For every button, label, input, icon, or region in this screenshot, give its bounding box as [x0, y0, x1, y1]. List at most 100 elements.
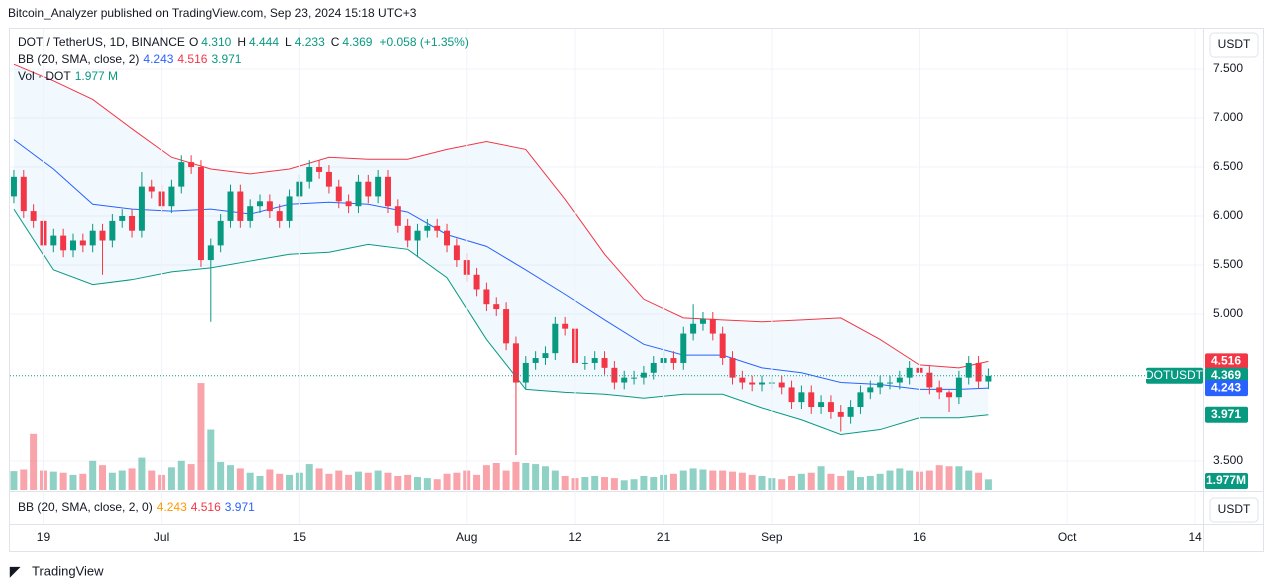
- symbol: DOT / TetherUS, 1D, BINANCE: [18, 35, 185, 49]
- bb-val: 4.516: [190, 500, 221, 514]
- ohlc-key: L: [285, 35, 292, 49]
- band-line: [13, 208, 989, 435]
- volume-bar: [473, 474, 481, 490]
- scale-button-label: USDT: [1218, 502, 1251, 516]
- symbol-tag: DOTUSDT: [1145, 368, 1204, 382]
- candle-body: [197, 167, 204, 261]
- bb-name: BB (20, SMA, close, 2): [18, 52, 140, 66]
- volume-bar: [118, 470, 126, 490]
- candle-body: [719, 333, 726, 359]
- volume-tag: 1.977M: [1206, 473, 1246, 487]
- volume-bar: [896, 468, 904, 490]
- x-tick-label: Oct: [1058, 530, 1077, 544]
- volume-bar: [167, 467, 175, 490]
- candle-body: [69, 240, 76, 251]
- logo: TradingView: [32, 563, 104, 578]
- candle-body: [699, 318, 706, 324]
- legend-row: Vol · DOT 1.977 M: [18, 69, 118, 83]
- candle-body: [759, 382, 766, 385]
- candle-body: [955, 377, 962, 398]
- volume-bar: [217, 461, 225, 490]
- candle-body: [847, 407, 854, 417]
- volume-bar: [837, 475, 845, 490]
- candle-body: [89, 230, 96, 246]
- candle-body: [808, 392, 815, 408]
- candle-body: [877, 382, 884, 388]
- volume-bar: [10, 471, 18, 490]
- candle-body: [375, 176, 382, 197]
- volume-bar: [433, 479, 441, 490]
- candle-body: [788, 387, 795, 403]
- x-tick-label: 12: [568, 530, 582, 544]
- volume-bar: [758, 475, 766, 490]
- volume-bar: [975, 472, 983, 490]
- volume-bar: [187, 464, 195, 490]
- volume-bar: [522, 463, 530, 490]
- lower-tag: 3.971: [1211, 407, 1241, 421]
- candle-body: [217, 220, 224, 246]
- volume-bar: [453, 472, 461, 490]
- candle-body: [20, 176, 27, 212]
- volume-bar: [482, 465, 490, 490]
- band-fill: [13, 64, 989, 435]
- volume-bar: [423, 478, 431, 490]
- volume-bar: [138, 457, 146, 490]
- candle-body: [434, 225, 441, 231]
- volume-bar: [856, 477, 864, 490]
- candle-body: [119, 216, 126, 221]
- volume-bar: [325, 473, 333, 490]
- candle-body: [109, 220, 116, 241]
- candle-body: [237, 191, 244, 221]
- volume-bar: [374, 470, 382, 490]
- vol-val: 1.977 M: [74, 69, 119, 83]
- volume-bar: [443, 473, 451, 490]
- volume-bar: [620, 480, 628, 490]
- volume-bar: [581, 477, 589, 490]
- volume-bar: [984, 479, 992, 490]
- candle-body: [10, 176, 17, 197]
- candle-body: [227, 191, 234, 221]
- candle-body: [591, 358, 598, 363]
- volume-bar: [226, 465, 234, 490]
- y-tick-label: 5.000: [1213, 306, 1243, 320]
- volume-bar: [650, 477, 658, 490]
- candle-body: [985, 375, 992, 382]
- volume-bar: [404, 474, 412, 490]
- candle-body: [129, 216, 136, 231]
- candle-body: [936, 387, 943, 393]
- volume-bar: [108, 472, 116, 490]
- candle-body: [503, 309, 510, 344]
- candle-body: [512, 343, 519, 383]
- candle-body: [867, 387, 874, 393]
- upper-tag: 4.516: [1211, 354, 1241, 368]
- candle-body: [316, 167, 323, 172]
- volume-bar: [945, 466, 953, 490]
- candle-body: [30, 211, 37, 221]
- candle-body: [906, 367, 913, 378]
- candle-body: [739, 377, 746, 383]
- volume-bar: [906, 470, 914, 490]
- volume-bar: [286, 474, 294, 490]
- candle-body: [257, 201, 264, 207]
- volume-bar: [266, 469, 274, 490]
- volume-bar: [236, 468, 244, 490]
- candle-body: [621, 377, 628, 383]
- candle-body: [581, 362, 588, 364]
- volume-bar: [79, 473, 87, 490]
- candle-body: [975, 362, 982, 382]
- candle-body: [965, 362, 972, 378]
- volume-bar: [384, 472, 392, 490]
- volume-bar: [414, 477, 422, 490]
- candle-body: [345, 201, 352, 207]
- close-tag-box: [1205, 367, 1248, 384]
- y-tick-label: 6.500: [1213, 159, 1243, 173]
- candle-body: [424, 225, 431, 231]
- volume-bar: [679, 470, 687, 490]
- volume-bar: [394, 475, 402, 490]
- volume-bar: [719, 470, 727, 490]
- candle-body: [837, 411, 844, 417]
- scale-button[interactable]: [1209, 497, 1259, 523]
- volume-bar: [492, 463, 500, 490]
- scale-button[interactable]: [1209, 32, 1259, 58]
